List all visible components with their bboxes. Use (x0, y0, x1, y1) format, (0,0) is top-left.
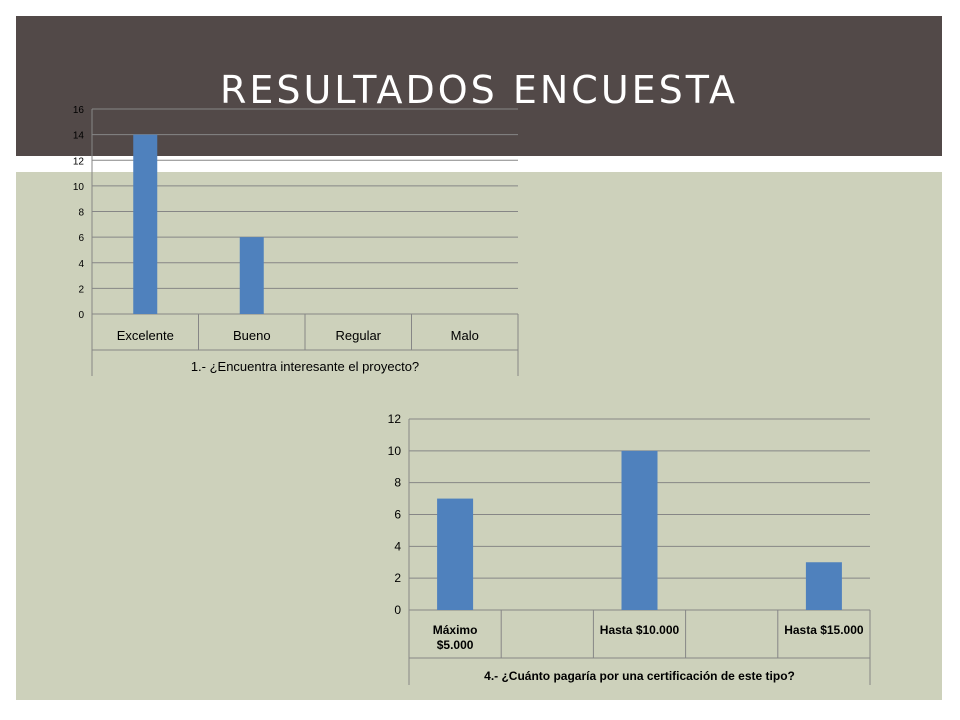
chart-question-4: 0 2 4 6 8 10 12 Máximo $5.000 Hasta $10.000 Hasta … (388, 412, 871, 685)
y-tick-label: 0 (78, 310, 84, 321)
y-tick-label: 14 (73, 131, 85, 142)
bar-bueno (239, 237, 264, 314)
y-tick-label: 16 (73, 105, 85, 116)
content-background (16, 172, 942, 700)
y-tick-label: 2 (394, 571, 401, 585)
x-axis-title: 1.- ¿Encuentra interesante el proyecto? (191, 359, 419, 374)
y-tick-label: 10 (73, 182, 85, 193)
y-tick-label: 8 (394, 476, 401, 490)
category-label: Malo (451, 328, 479, 343)
y-tick-label: 6 (78, 233, 84, 244)
bar-excelente (133, 134, 158, 314)
category-label: Máximo $5.000 (433, 623, 478, 652)
y-tick-label: 4 (394, 539, 401, 553)
y-tick-label: 6 (394, 508, 401, 522)
category-label: Hasta $15.000 (784, 623, 864, 637)
x-axis-title: 4.- ¿Cuánto pagaría por una certificació… (484, 669, 795, 683)
y-tick-label: 0 (394, 603, 401, 617)
y-tick-label: 4 (78, 259, 84, 270)
y-tick-label: 12 (388, 412, 402, 426)
category-label: Regular (335, 328, 381, 343)
slide-title: RESULTADOS ENCUESTA (219, 68, 739, 112)
chart-question-1: 0 2 4 6 8 10 12 14 16 Excelente Bueno Regular Malo 1.… (73, 105, 519, 376)
bar-hasta-10-000 (621, 450, 658, 610)
bar-hasta-15-000 (805, 562, 842, 610)
category-label: Excelente (117, 328, 174, 343)
y-tick-label: 8 (78, 208, 84, 219)
y-tick-label: 12 (73, 156, 85, 167)
category-label: Hasta $10.000 (600, 623, 680, 637)
bar-m-ximo-5-000 (437, 498, 474, 610)
category-label: Bueno (233, 328, 271, 343)
y-tick-label: 2 (78, 284, 84, 295)
y-tick-label: 10 (388, 444, 402, 458)
title-banner: RESULTADOS ENCUESTA (16, 16, 942, 156)
